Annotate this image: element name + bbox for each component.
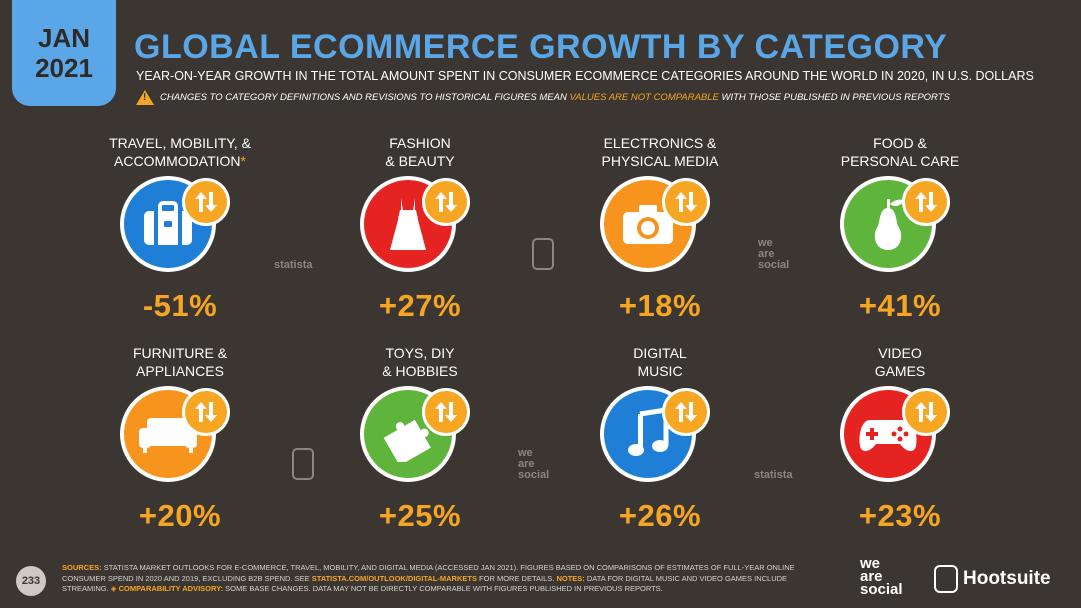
category-label-text: TRAVEL, MOBILITY, & ACCOMMODATION	[109, 135, 251, 169]
statista-watermark: statista	[754, 469, 793, 481]
category-label-text: DIGITAL MUSIC	[633, 345, 687, 379]
category-label-text: VIDEO GAMES	[874, 345, 926, 379]
warning-icon	[136, 90, 154, 105]
category-icon-wrap	[360, 176, 470, 276]
category-icon-wrap	[120, 386, 230, 486]
owl-watermark-icon	[532, 238, 554, 270]
date-year: 2021	[35, 53, 93, 83]
category-growth-value: +20%	[138, 498, 222, 533]
suitcase-icon	[120, 176, 216, 272]
up-down-arrows-icon	[182, 388, 230, 436]
advisory-text: SOME BASE CHANGES. DATA MAY NOT BE DIREC…	[225, 584, 663, 593]
up-down-arrows-icon	[902, 388, 950, 436]
we-are-social-watermark: we are social	[758, 238, 789, 271]
page-subtitle: YEAR-ON-YEAR GROWTH IN THE TOTAL AMOUNT …	[136, 69, 1034, 83]
notes-text: DATA FOR DIGITAL MUSIC AND VIDEO GAMES I…	[62, 573, 788, 594]
category-label: TRAVEL, MOBILITY, & ACCOMMODATION*	[80, 134, 280, 170]
page-number: 233	[16, 566, 46, 596]
caveat-text-post: WITH THOSE PUBLISHED IN PREVIOUS REPORTS	[721, 92, 950, 103]
category-growth-value: -51%	[142, 288, 218, 323]
category-asterisk: *	[240, 153, 246, 169]
category-label: VIDEO GAMES	[800, 344, 1000, 380]
category-tile: VIDEO GAMES +23%	[800, 344, 1000, 534]
category-tile: FURNITURE & APPLIANCES +20%	[80, 344, 280, 534]
hootsuite-wordmark: Hootsuite	[963, 568, 1051, 589]
category-growth-value: +26%	[618, 498, 702, 533]
caveat-text-pre: CHANGES TO CATEGORY DEFINITIONS AND REVI…	[160, 92, 567, 103]
category-growth-value: +41%	[858, 288, 942, 323]
category-tile: FOOD & PERSONAL CARE +41%	[800, 134, 1000, 324]
category-label-text: ELECTRONICS & PHYSICAL MEDIA	[601, 135, 719, 169]
category-tile: DIGITAL MUSIC +26%	[560, 344, 760, 534]
wm-are: are	[518, 458, 535, 470]
page-title: GLOBAL ECOMMERCE GROWTH BY CATEGORY	[134, 28, 948, 66]
category-label-text: FURNITURE & APPLIANCES	[132, 345, 228, 379]
category-icon-wrap	[840, 386, 950, 486]
category-label: ELECTRONICS & PHYSICAL MEDIA	[560, 134, 760, 170]
up-down-arrows-icon	[182, 178, 230, 226]
category-label: FURNITURE & APPLIANCES	[80, 344, 280, 380]
date-month: JAN	[37, 23, 90, 53]
category-growth-value: +23%	[858, 498, 942, 533]
category-growth-value: +27%	[378, 288, 462, 323]
category-label-text: TOYS, DIY & HOBBIES	[382, 345, 458, 379]
hootsuite-owl-icon	[934, 565, 958, 593]
sources-text-2: FOR MORE DETAILS.	[479, 573, 555, 583]
category-label: DIGITAL MUSIC	[560, 344, 760, 380]
notes-label: NOTES:	[556, 573, 585, 583]
sources-text: STATISTA MARKET OUTLOOKS FOR E-COMMERCE,…	[62, 563, 795, 583]
category-tile: FASHION & BEAUTY +27%	[320, 134, 520, 324]
category-icon-wrap	[600, 176, 710, 276]
category-tile: ELECTRONICS & PHYSICAL MEDIA +18%	[560, 134, 760, 324]
up-down-arrows-icon	[422, 388, 470, 436]
caveat-highlight: VALUES ARE NOT COMPARABLE	[569, 92, 719, 103]
advisory-label: ◈ COMPARABILITY ADVISORY:	[110, 584, 224, 593]
date-badge: JAN 2021	[12, 0, 116, 106]
category-growth-value: +18%	[618, 288, 702, 323]
category-label-text: FASHION & BEAUTY	[385, 135, 455, 169]
caveat-note: CHANGES TO CATEGORY DEFINITIONS AND REVI…	[136, 90, 950, 105]
logo-are: are	[860, 568, 883, 585]
category-icon-wrap	[600, 386, 710, 486]
sources-link[interactable]: STATISTA.COM/OUTLOOK/DIGITAL-MARKETS	[311, 573, 477, 583]
up-down-arrows-icon	[662, 178, 710, 226]
up-down-arrows-icon	[902, 178, 950, 226]
category-icon-wrap	[120, 176, 230, 276]
wm-social: social	[758, 259, 790, 271]
we-are-social-logo: we are social	[860, 555, 903, 598]
we-are-social-watermark: we are social	[518, 448, 549, 481]
sources-label: SOURCES:	[62, 563, 102, 572]
wm-we: we	[518, 447, 533, 459]
logo-social: social	[860, 581, 903, 598]
sources-note: SOURCES: STATISTA MARKET OUTLOOKS FOR E-…	[62, 563, 832, 595]
wm-social: social	[518, 469, 550, 481]
owl-watermark-icon	[292, 448, 314, 480]
category-label: FOOD & PERSONAL CARE	[800, 134, 1000, 170]
hootsuite-logo: Hootsuite	[934, 565, 1051, 593]
up-down-arrows-icon	[422, 178, 470, 226]
statista-watermark: statista	[274, 259, 313, 271]
category-label: FASHION & BEAUTY	[320, 134, 520, 170]
category-label: TOYS, DIY & HOBBIES	[320, 344, 520, 380]
up-down-arrows-icon	[662, 388, 710, 436]
wm-we: we	[758, 237, 773, 249]
logo-we: we	[860, 555, 881, 572]
category-growth-value: +25%	[378, 498, 462, 533]
category-tile: TRAVEL, MOBILITY, & ACCOMMODATION* -51%	[80, 134, 280, 324]
category-icon-wrap	[360, 386, 470, 486]
wm-are: are	[758, 248, 775, 260]
category-icon-wrap	[840, 176, 950, 276]
category-tile: TOYS, DIY & HOBBIES +25%	[320, 344, 520, 534]
category-label-text: FOOD & PERSONAL CARE	[840, 135, 960, 169]
